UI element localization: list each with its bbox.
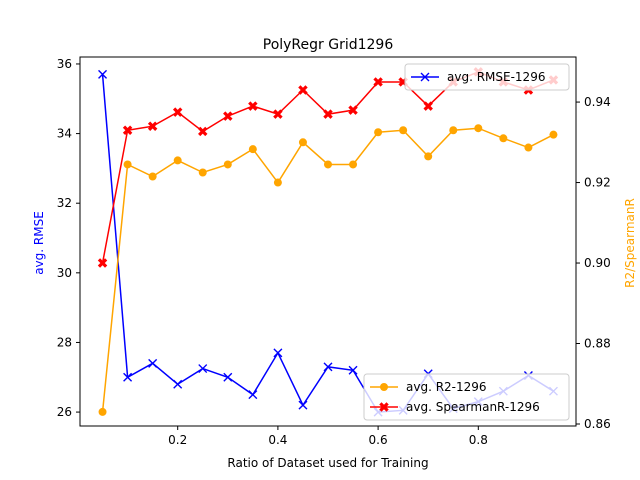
data-point: [399, 126, 408, 135]
data-point: [373, 77, 383, 87]
y-tick-label-left: 32: [57, 196, 72, 210]
legend-top-right: avg. RMSE-1296: [404, 63, 570, 91]
data-point: [273, 348, 283, 358]
legend-marker: [380, 383, 388, 391]
data-point: [374, 128, 383, 137]
data-point: [173, 156, 182, 165]
y-tick-label-right: 0.86: [584, 417, 611, 431]
x-axis-label: Ratio of Dataset used for Training: [227, 456, 428, 470]
axes: 0.2 0.4 0.6 0.8 26 28 30 32 34 36 0.86 0.88 0.90 0.92…: [57, 56, 611, 447]
x-tick-label: 0.8: [469, 433, 488, 447]
plot-frame: [79, 56, 577, 427]
data-point: [424, 152, 433, 161]
y-tick-label-left: 28: [57, 335, 72, 349]
data-point: [324, 160, 332, 169]
data-point: [98, 69, 108, 79]
data-point: [223, 160, 232, 169]
data-point: [147, 121, 158, 131]
legend-frame: [404, 63, 570, 91]
y-axis-label-left: avg. RMSE: [32, 211, 46, 275]
legend-frame: [363, 373, 570, 421]
data-point: [323, 362, 333, 372]
data-point: [549, 130, 558, 139]
y-tick-label-left: 36: [57, 57, 72, 71]
data-point: [123, 160, 132, 169]
data-point: [499, 134, 508, 143]
y-tick-label-right: 0.88: [584, 337, 611, 351]
data-point: [148, 172, 157, 181]
x-tick-label: 0.4: [268, 433, 287, 447]
data-point: [273, 109, 283, 119]
y-tick-label-right: 0.92: [584, 176, 611, 190]
data-point: [423, 101, 433, 111]
data-point: [123, 372, 133, 382]
legend-marker: [379, 402, 389, 412]
data-point: [248, 101, 258, 111]
data-point: [248, 390, 258, 400]
y-tick-label-left: 30: [57, 266, 72, 280]
data-point: [273, 178, 282, 187]
y-axis-label-right: R2/SpearmanR: [623, 198, 637, 288]
legend-marker: [420, 72, 430, 82]
data-point: [198, 126, 208, 137]
legend-label: avg. R2-1296: [406, 380, 487, 394]
y-tick-label-left: 26: [57, 405, 72, 419]
data-point: [449, 126, 458, 135]
legend-label: avg. RMSE-1296: [447, 70, 545, 84]
data-point: [223, 111, 233, 121]
data-point: [323, 109, 333, 119]
data-point: [98, 407, 107, 416]
data-point: [474, 124, 483, 133]
data-point: [298, 138, 307, 147]
y-tick-label-right: 0.90: [584, 256, 611, 270]
legend-lower-right: avg. R2-1296 avg. SpearmanR-1296: [363, 373, 570, 421]
data-point: [198, 168, 207, 177]
x-tick-label: 0.2: [168, 433, 187, 447]
y-tick-label-right: 0.94: [584, 95, 611, 109]
data-point: [348, 105, 358, 115]
data-point: [348, 365, 358, 375]
data-point: [248, 145, 257, 154]
data-point: [97, 258, 108, 268]
chart-title: PolyRegr Grid1296: [263, 37, 394, 53]
data-point: [198, 364, 208, 374]
data-point: [173, 379, 183, 389]
y-tick-label-left: 34: [57, 127, 72, 141]
data-point: [122, 125, 133, 135]
data-point: [349, 160, 358, 169]
data-point: [172, 107, 183, 117]
x-tick-label: 0.6: [369, 433, 388, 447]
legends: avg. RMSE-1296 avg. R2-1296 avg. SpearmanR…: [363, 63, 570, 421]
data-point: [298, 85, 308, 95]
series-2: [98, 124, 558, 416]
plot-area: [97, 67, 559, 417]
data-point: [524, 143, 533, 152]
legend-label: avg. SpearmanR-1296: [406, 400, 540, 414]
data-point: [148, 358, 158, 368]
data-point: [298, 400, 308, 410]
data-point: [223, 372, 233, 382]
